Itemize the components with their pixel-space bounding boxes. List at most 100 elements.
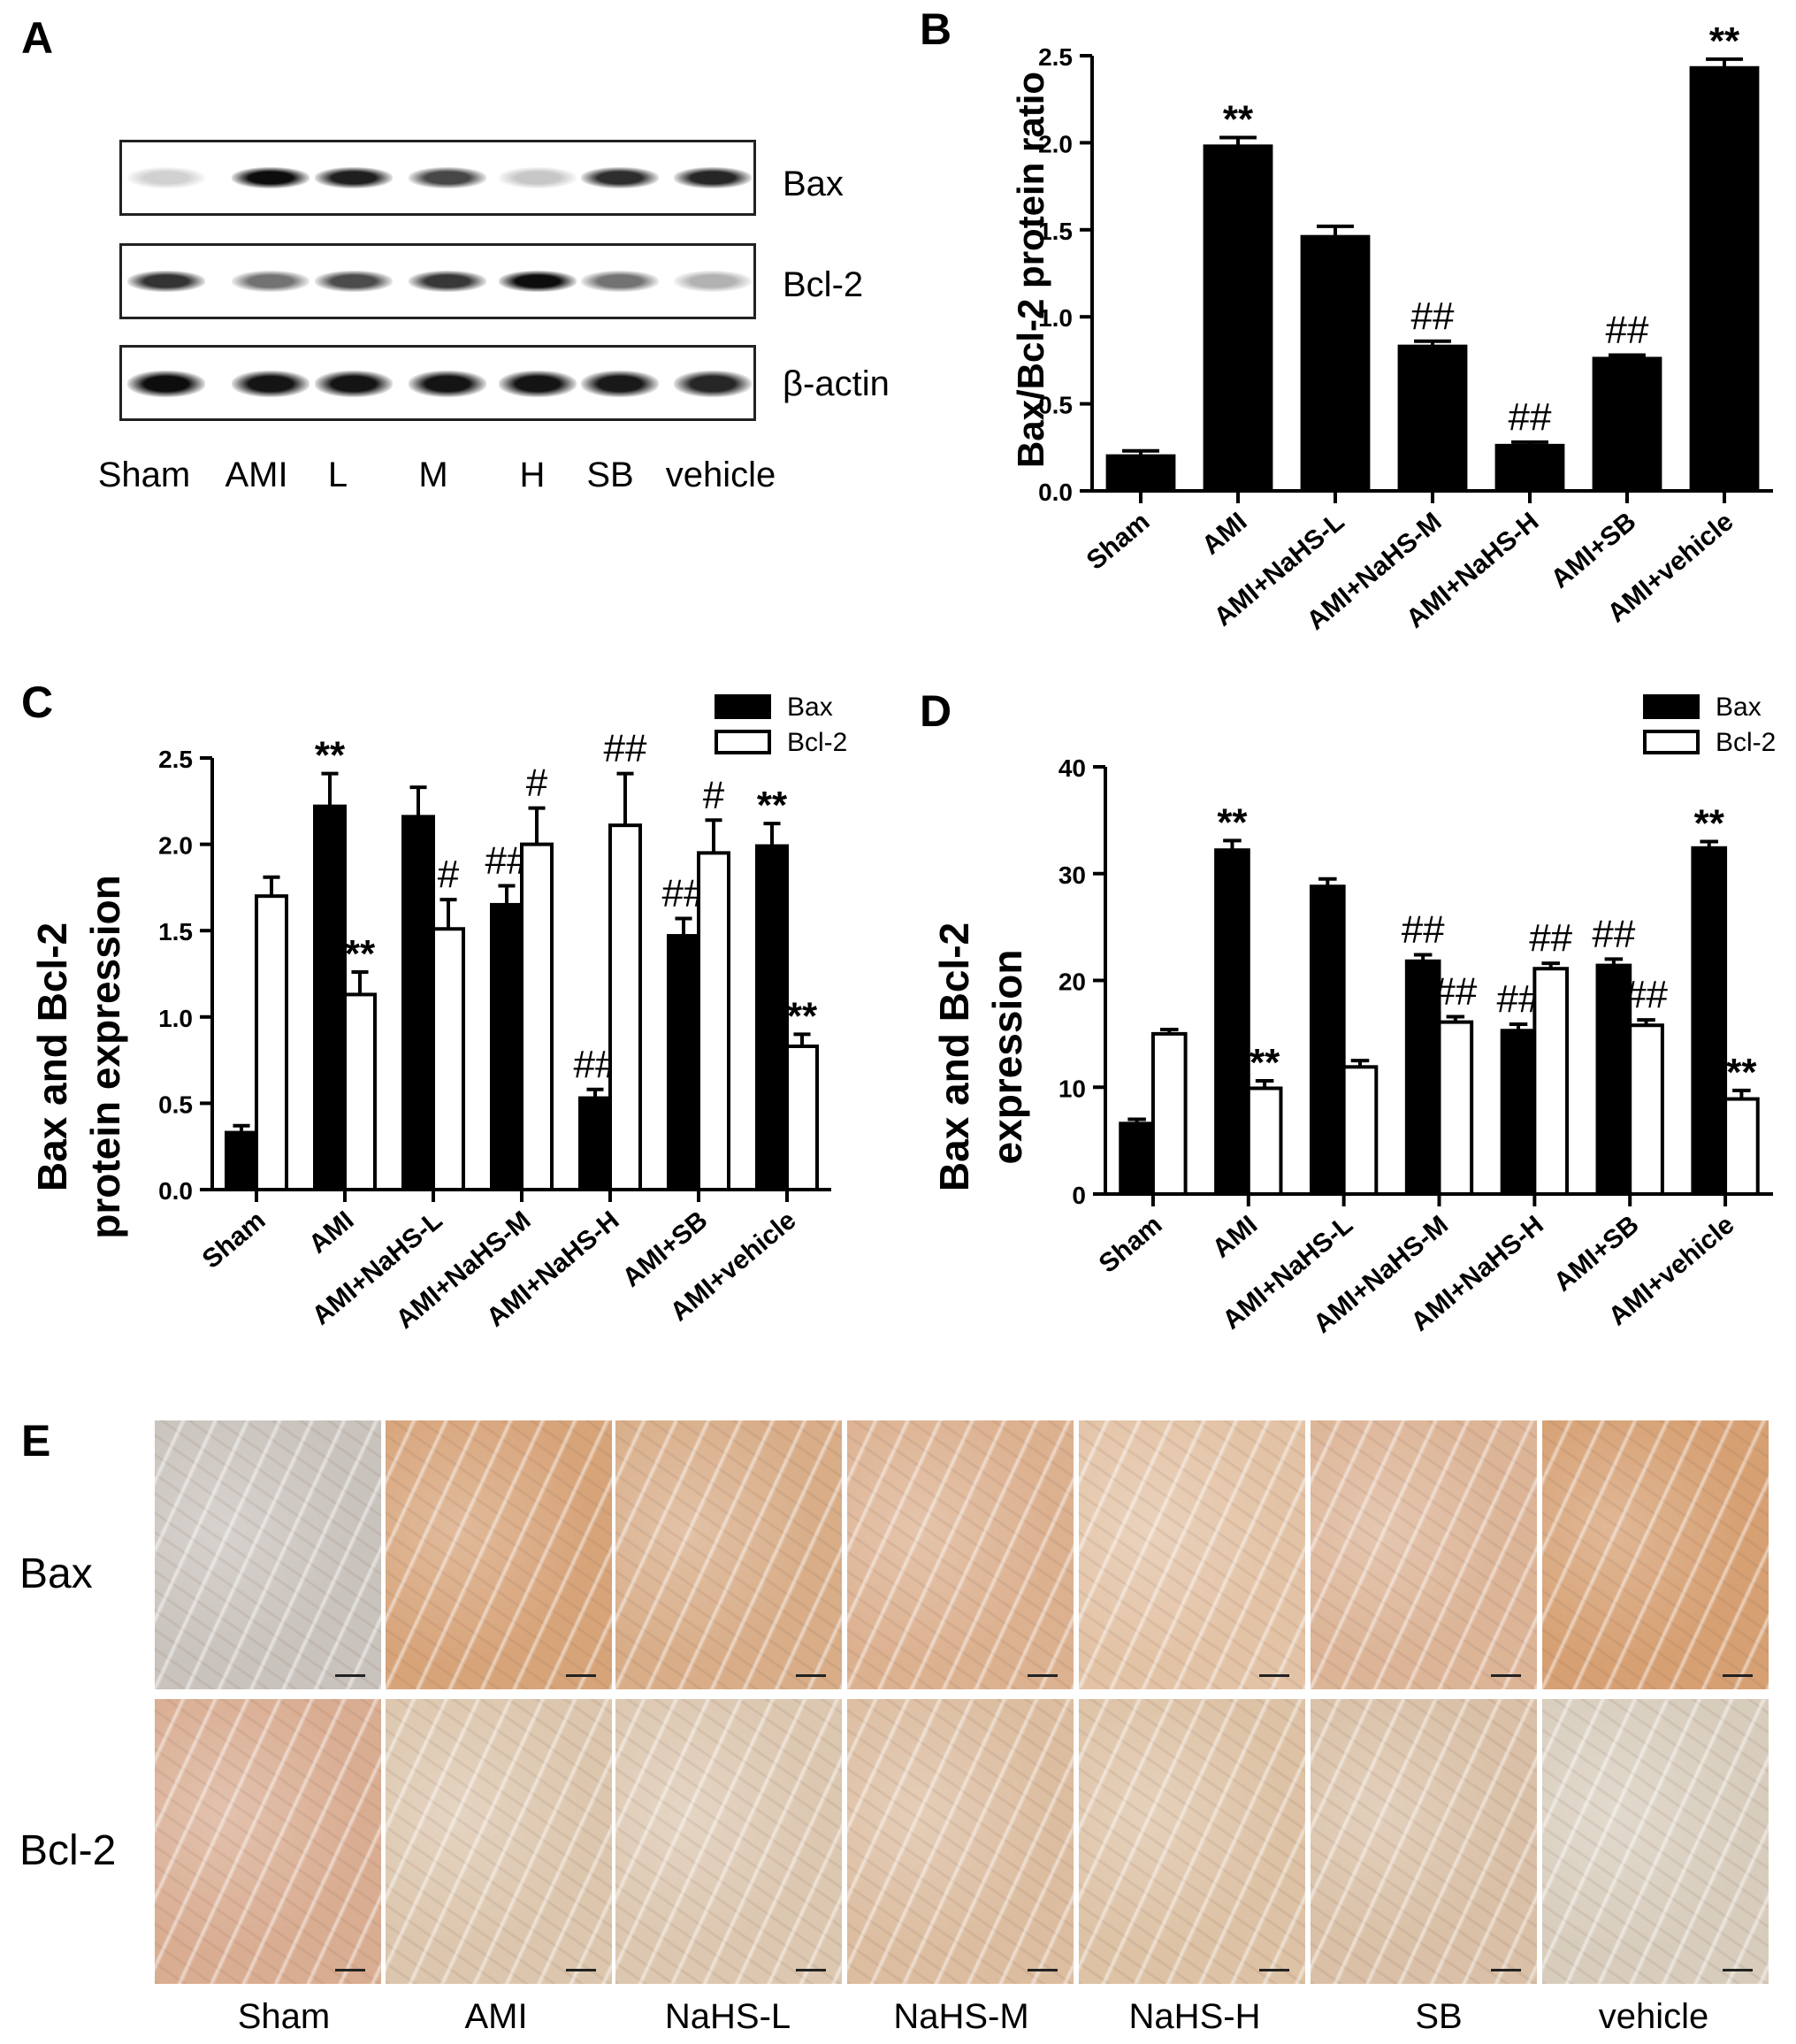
chart-b-ylabel: Bax/Bcl-2 protein ratio	[1010, 72, 1051, 468]
bar	[1119, 1122, 1155, 1196]
bar	[1723, 1097, 1760, 1196]
lane-label: H	[519, 455, 546, 494]
bar	[313, 804, 347, 1191]
lane-label: M	[418, 455, 448, 494]
x-tick-label: AMI	[1196, 507, 1252, 561]
significance-label: ##	[604, 727, 647, 770]
scale-bar	[1028, 1969, 1058, 1971]
blot-band	[232, 167, 310, 188]
blot-band	[499, 271, 577, 292]
bar	[1494, 443, 1565, 493]
x-tick-label: AMI	[303, 1206, 359, 1259]
blot-band	[409, 371, 486, 397]
x-tick-label: AMI	[1207, 1210, 1263, 1264]
ihc-column-label: Sham	[237, 1997, 331, 2036]
significance-label: ##	[1624, 973, 1668, 1016]
scale-bar	[1259, 1674, 1289, 1677]
scale-bar	[796, 1969, 826, 1971]
blot-band	[127, 167, 205, 188]
bar	[608, 823, 642, 1192]
y-tick-label: 1.0	[1038, 304, 1073, 332]
blot-band	[232, 271, 310, 292]
x-tick-label: AMI+SB	[1546, 507, 1642, 594]
significance-label: #	[438, 853, 460, 896]
blot-band	[127, 371, 205, 397]
lane-label: AMI	[225, 455, 288, 494]
ihc-micrograph	[155, 1420, 381, 1689]
bar	[785, 1044, 819, 1192]
blot-band	[232, 371, 310, 397]
bar	[1592, 356, 1662, 493]
ihc-column-label: vehicle	[1598, 1997, 1709, 2036]
blot-band	[409, 271, 486, 292]
blot-strip-actin	[119, 345, 756, 421]
scale-bar	[796, 1674, 826, 1677]
ihc-column-label: SB	[1415, 1997, 1463, 2036]
bar	[1214, 848, 1250, 1196]
chart-c: Bax and Bcl-2 protein expression 0.0 0.5 1…	[29, 693, 847, 1335]
ihc-micrograph	[1542, 1420, 1769, 1689]
ihc-micrograph	[155, 1699, 381, 1984]
bar	[225, 1130, 258, 1192]
y-tick-label: 0	[1072, 1182, 1086, 1209]
blot-band	[315, 167, 393, 188]
ihc-row-label-bax: Bax	[19, 1550, 93, 1597]
ihc-micrograph	[615, 1699, 842, 1984]
chart-d: Bax and Bcl-2 expression 0 10 20 30 40 Sham AM…	[931, 693, 1776, 1339]
significance-label: #	[703, 773, 725, 816]
y-tick-label: 10	[1058, 1075, 1086, 1102]
scale-bar	[566, 1674, 596, 1677]
chart-d-ylabel-line1: Bax and Bcl-2	[931, 922, 977, 1191]
ihc-column-label: NaHS-L	[664, 1997, 791, 2036]
blot-band	[499, 371, 577, 397]
blot-band	[315, 271, 393, 292]
bar	[578, 1096, 612, 1192]
ihc-row-label-bcl2: Bcl-2	[19, 1827, 117, 1874]
ihc-micrograph	[1311, 1699, 1537, 1984]
lane-label: L	[327, 455, 348, 494]
bar	[401, 815, 435, 1191]
y-tick-label: 20	[1058, 968, 1086, 996]
y-tick-label: 2.0	[158, 832, 193, 860]
legend-label: Bax	[787, 693, 833, 722]
ihc-micrograph	[1542, 1699, 1769, 1984]
bar	[1500, 1029, 1537, 1196]
blot-band	[409, 167, 486, 188]
bar	[520, 842, 554, 1191]
bar	[1309, 884, 1346, 1197]
ihc-micrograph	[386, 1699, 612, 1984]
bar	[1397, 344, 1468, 493]
blot-strip-bax	[119, 140, 756, 216]
bar	[490, 902, 524, 1191]
legend-swatch	[715, 694, 771, 719]
panel-a-letter: A	[21, 13, 54, 63]
significance-label: ##	[1509, 395, 1552, 439]
bar	[432, 927, 465, 1191]
x-tick-label: AMI+SB	[1548, 1210, 1645, 1298]
ihc-micrograph	[1079, 1699, 1305, 1984]
y-tick-label: 2.5	[1038, 43, 1073, 71]
scale-bar	[1723, 1674, 1753, 1677]
significance-label: **	[1694, 802, 1725, 846]
panel-d-letter: D	[920, 686, 952, 736]
blot-band	[674, 271, 752, 292]
ihc-micrograph	[847, 1699, 1074, 1984]
bar	[697, 851, 730, 1192]
bar	[1437, 1020, 1474, 1196]
bar	[1246, 1086, 1283, 1196]
scale-bar	[335, 1674, 365, 1677]
ihc-column-label: NaHS-H	[1128, 1997, 1261, 2036]
bar	[667, 934, 700, 1191]
scale-bar	[566, 1969, 596, 1971]
significance-label: **	[315, 734, 346, 777]
significance-label: **	[1709, 19, 1740, 63]
y-tick-label: 2.0	[1038, 130, 1073, 157]
panel-b-letter: B	[920, 4, 952, 54]
y-tick-label: 0.0	[158, 1177, 193, 1205]
blot-band	[581, 167, 659, 188]
bar	[1203, 144, 1273, 493]
legend-label: Bax	[1716, 693, 1762, 722]
bar	[1105, 454, 1176, 494]
legend-swatch	[715, 730, 771, 754]
y-tick-label: 0.5	[158, 1091, 193, 1118]
